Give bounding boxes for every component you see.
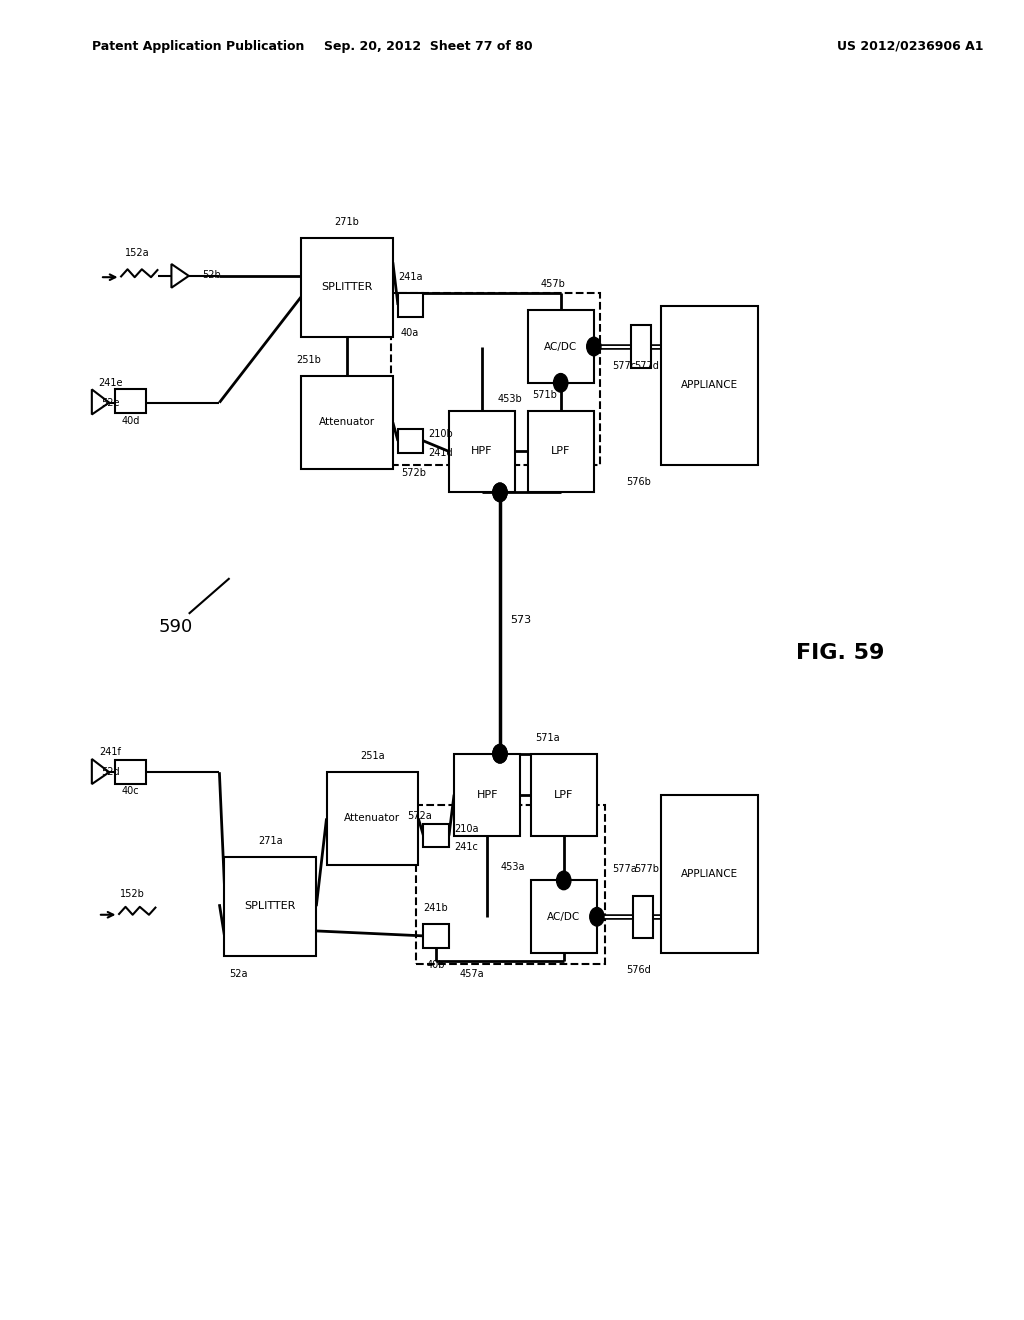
FancyBboxPatch shape (424, 824, 449, 847)
Text: 52b: 52b (202, 269, 221, 280)
Text: 241a: 241a (398, 272, 423, 282)
Text: LPF: LPF (551, 446, 570, 457)
Text: 571b: 571b (532, 389, 557, 400)
Text: US 2012/0236906 A1: US 2012/0236906 A1 (837, 40, 983, 53)
Text: Attenuator: Attenuator (318, 417, 375, 428)
Text: 457a: 457a (459, 969, 483, 979)
FancyBboxPatch shape (530, 754, 597, 836)
Text: HPF: HPF (471, 446, 493, 457)
Circle shape (493, 744, 507, 763)
FancyBboxPatch shape (527, 310, 594, 383)
Circle shape (590, 908, 604, 927)
Circle shape (554, 374, 568, 392)
Text: AC/DC: AC/DC (544, 342, 578, 351)
Text: 576d: 576d (627, 965, 651, 975)
Circle shape (493, 744, 507, 763)
FancyBboxPatch shape (662, 795, 758, 953)
Text: 241b: 241b (423, 903, 449, 913)
Text: 40a: 40a (401, 327, 419, 338)
Circle shape (587, 338, 601, 356)
Text: 52e: 52e (101, 397, 120, 408)
Circle shape (493, 483, 507, 502)
Text: 40d: 40d (122, 416, 140, 426)
Text: SPLITTER: SPLITTER (245, 902, 296, 911)
Text: 590: 590 (158, 618, 193, 636)
Text: 40c: 40c (122, 785, 139, 796)
Text: 210b: 210b (429, 429, 454, 440)
Text: APPLIANCE: APPLIANCE (681, 380, 738, 391)
Text: 152a: 152a (125, 248, 151, 259)
Text: 152b: 152b (120, 888, 145, 899)
FancyBboxPatch shape (327, 772, 419, 865)
FancyBboxPatch shape (527, 411, 594, 492)
FancyBboxPatch shape (631, 326, 651, 368)
Text: 52a: 52a (229, 969, 248, 979)
Text: 40b: 40b (426, 960, 445, 970)
FancyBboxPatch shape (662, 306, 758, 465)
Text: 577b: 577b (635, 863, 659, 874)
Text: APPLIANCE: APPLIANCE (681, 869, 738, 879)
FancyBboxPatch shape (116, 389, 145, 413)
Text: 457b: 457b (541, 279, 565, 289)
Text: 241f: 241f (99, 747, 121, 758)
Text: 577a: 577a (612, 863, 637, 874)
Text: Sep. 20, 2012  Sheet 77 of 80: Sep. 20, 2012 Sheet 77 of 80 (325, 40, 532, 53)
Text: 251a: 251a (360, 751, 385, 762)
Text: 271b: 271b (335, 216, 359, 227)
Text: 52d: 52d (101, 767, 120, 777)
Text: 576b: 576b (626, 477, 651, 487)
Text: FIG. 59: FIG. 59 (796, 643, 885, 664)
FancyBboxPatch shape (398, 429, 424, 453)
Text: 571a: 571a (536, 733, 560, 743)
Text: 453a: 453a (501, 862, 525, 873)
Text: Patent Application Publication: Patent Application Publication (92, 40, 304, 53)
Text: 577c: 577c (612, 360, 636, 371)
FancyBboxPatch shape (224, 857, 316, 956)
Text: 241e: 241e (98, 378, 123, 388)
Circle shape (557, 871, 571, 890)
Text: 251b: 251b (296, 355, 321, 366)
FancyBboxPatch shape (633, 895, 653, 937)
Text: 573: 573 (510, 615, 531, 626)
FancyBboxPatch shape (530, 880, 597, 953)
FancyBboxPatch shape (454, 754, 520, 836)
Text: 453b: 453b (498, 393, 522, 404)
FancyBboxPatch shape (116, 760, 145, 784)
FancyBboxPatch shape (449, 411, 515, 492)
Text: SPLITTER: SPLITTER (322, 282, 373, 292)
Text: 572a: 572a (407, 810, 431, 821)
Text: 271a: 271a (258, 836, 283, 846)
Circle shape (493, 483, 507, 502)
Text: 241d: 241d (429, 447, 454, 458)
Text: AC/DC: AC/DC (547, 912, 581, 921)
Text: LPF: LPF (554, 789, 573, 800)
Text: 572b: 572b (401, 467, 427, 478)
Text: HPF: HPF (476, 789, 498, 800)
FancyBboxPatch shape (424, 924, 449, 948)
Text: Attenuator: Attenuator (344, 813, 400, 824)
Text: 577d: 577d (635, 360, 659, 371)
FancyBboxPatch shape (301, 376, 393, 469)
FancyBboxPatch shape (301, 238, 393, 337)
FancyBboxPatch shape (398, 293, 424, 317)
Text: 210a: 210a (454, 824, 478, 834)
Text: 241c: 241c (454, 842, 478, 853)
